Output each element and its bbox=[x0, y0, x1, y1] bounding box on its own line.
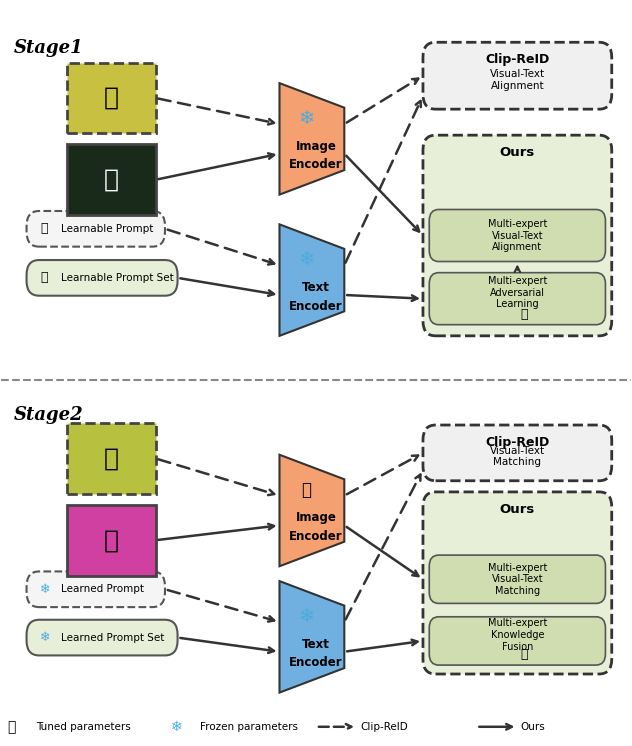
FancyBboxPatch shape bbox=[27, 571, 165, 607]
Bar bbox=[68, 423, 155, 494]
Text: Image: Image bbox=[296, 512, 336, 524]
Text: Encoder: Encoder bbox=[289, 300, 343, 313]
Text: Encoder: Encoder bbox=[289, 656, 343, 669]
FancyBboxPatch shape bbox=[423, 492, 612, 674]
Text: Encoder: Encoder bbox=[289, 158, 343, 172]
Text: Stage2: Stage2 bbox=[14, 407, 83, 424]
Bar bbox=[68, 145, 155, 215]
Text: ❄: ❄ bbox=[40, 583, 51, 596]
Text: Ours: Ours bbox=[521, 722, 545, 732]
FancyBboxPatch shape bbox=[429, 555, 605, 604]
Text: 🚗: 🚗 bbox=[104, 446, 119, 471]
Polygon shape bbox=[279, 83, 344, 195]
Text: 🚗: 🚗 bbox=[104, 86, 119, 110]
Text: Learnable Prompt: Learnable Prompt bbox=[61, 224, 154, 233]
Text: Learnable Prompt Set: Learnable Prompt Set bbox=[61, 273, 174, 283]
Text: 🔥: 🔥 bbox=[301, 480, 312, 498]
Text: Text: Text bbox=[302, 638, 330, 651]
Text: Visual-Text
Matching: Visual-Text Matching bbox=[490, 446, 545, 468]
Text: Tuned parameters: Tuned parameters bbox=[36, 722, 131, 732]
Text: Image: Image bbox=[296, 140, 336, 153]
Text: Multi-expert
Adversarial
Learning: Multi-expert Adversarial Learning bbox=[488, 276, 547, 310]
Text: Multi-expert
Visual-Text
Alignment: Multi-expert Visual-Text Alignment bbox=[488, 219, 547, 252]
Bar bbox=[68, 505, 155, 575]
Text: Ours: Ours bbox=[500, 146, 535, 160]
Polygon shape bbox=[279, 455, 344, 566]
Text: ❄: ❄ bbox=[171, 720, 183, 734]
Text: 🔥: 🔥 bbox=[40, 272, 48, 284]
Text: ❄: ❄ bbox=[298, 606, 315, 626]
Text: Learned Prompt: Learned Prompt bbox=[61, 584, 144, 595]
Text: 🚙: 🚙 bbox=[104, 528, 119, 552]
Text: 🔥: 🔥 bbox=[40, 222, 48, 235]
Text: 🔥: 🔥 bbox=[520, 308, 527, 321]
FancyBboxPatch shape bbox=[423, 425, 612, 480]
Text: Learned Prompt Set: Learned Prompt Set bbox=[61, 633, 164, 642]
Text: 🚙: 🚙 bbox=[104, 168, 119, 192]
Text: ❄: ❄ bbox=[298, 250, 315, 269]
Text: 🔥: 🔥 bbox=[520, 648, 527, 662]
FancyBboxPatch shape bbox=[429, 273, 605, 325]
Text: Multi-expert
Visual-Text
Matching: Multi-expert Visual-Text Matching bbox=[488, 562, 547, 596]
FancyBboxPatch shape bbox=[429, 210, 605, 262]
Text: Clip-ReID: Clip-ReID bbox=[485, 54, 549, 66]
FancyBboxPatch shape bbox=[429, 617, 605, 665]
Text: Visual-Text
Alignment: Visual-Text Alignment bbox=[490, 69, 545, 90]
FancyBboxPatch shape bbox=[27, 620, 178, 656]
Polygon shape bbox=[279, 225, 344, 336]
Text: 🔥: 🔥 bbox=[8, 720, 16, 734]
FancyBboxPatch shape bbox=[423, 43, 612, 109]
Text: Text: Text bbox=[302, 281, 330, 294]
Text: Stage1: Stage1 bbox=[14, 39, 83, 57]
FancyBboxPatch shape bbox=[27, 260, 178, 295]
Text: Multi-expert
Knowledge
Fusion: Multi-expert Knowledge Fusion bbox=[488, 618, 547, 651]
FancyBboxPatch shape bbox=[27, 211, 165, 247]
Text: Clip-ReID: Clip-ReID bbox=[485, 436, 549, 449]
Text: ❄: ❄ bbox=[298, 109, 315, 128]
Polygon shape bbox=[279, 581, 344, 692]
FancyBboxPatch shape bbox=[423, 135, 612, 336]
Text: Frozen parameters: Frozen parameters bbox=[200, 722, 298, 732]
Bar bbox=[68, 63, 155, 134]
Text: Encoder: Encoder bbox=[289, 530, 343, 543]
Text: Ours: Ours bbox=[500, 503, 535, 516]
Text: Clip-ReID: Clip-ReID bbox=[360, 722, 408, 732]
Text: ❄: ❄ bbox=[40, 631, 51, 644]
